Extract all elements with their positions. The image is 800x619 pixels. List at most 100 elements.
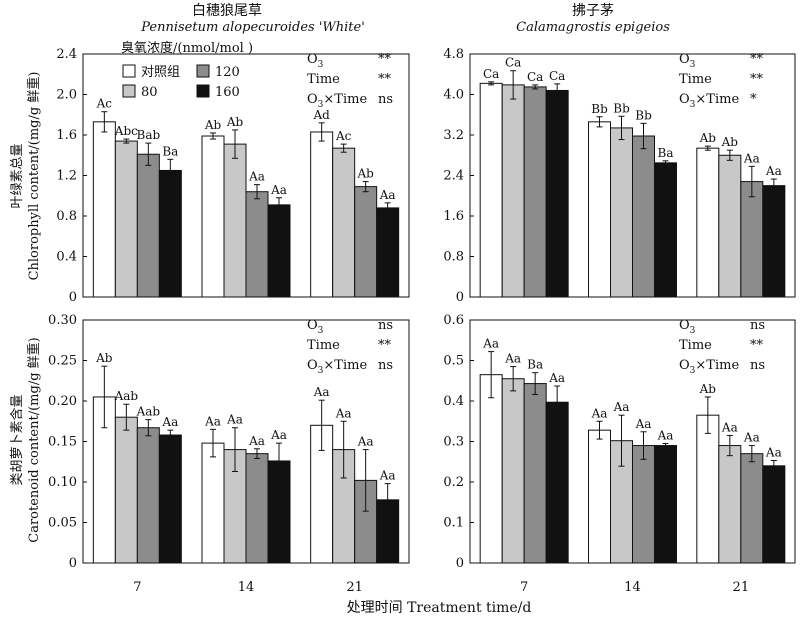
bar	[696, 147, 720, 298]
stat-term: Time	[679, 72, 712, 87]
significance-label: Aa	[379, 188, 396, 202]
significance-label: Ab	[204, 118, 222, 132]
bar	[245, 453, 269, 564]
bar	[114, 140, 138, 298]
significance-label: Aa	[721, 420, 738, 434]
significance-label: Aa	[548, 371, 565, 385]
y-tick-label: 0.4	[56, 250, 77, 265]
legend-label-80: 80	[141, 85, 158, 100]
y-tick-label: 0.5	[443, 354, 464, 369]
column-title-en-left: Pennisetum alopecuroides 'White'	[140, 20, 365, 35]
column-title-cn-left: 白穗狼尾草	[192, 3, 262, 19]
y-tick-label: 1.6	[443, 209, 464, 224]
significance-label: Bb	[613, 101, 630, 115]
y-tick-label: 2.4	[56, 47, 77, 62]
bar	[762, 465, 786, 564]
significance-label: Ac	[96, 97, 113, 111]
x-tick-label: 7	[520, 580, 528, 595]
x-axis-label: 处理时间 Treatment time/d	[347, 600, 532, 616]
x-tick-label: 14	[624, 580, 641, 595]
row-label-carotenoid-en: Carotenoid content/(mg/g 鲜重)	[26, 337, 42, 542]
significance-label: Aa	[765, 446, 782, 460]
significance-label: Aa	[482, 337, 499, 351]
significance-label: Ba	[162, 144, 178, 158]
y-tick-label: 4.0	[443, 88, 464, 103]
y-tick-label: 3.2	[443, 128, 464, 143]
bar	[310, 131, 334, 298]
significance-label: Bab	[137, 128, 161, 142]
row-label-chlorophyll-cn: 叶绿素总量	[10, 143, 25, 208]
stat-term: Time	[307, 338, 340, 353]
legend-label-control: 对照组	[141, 65, 180, 80]
significance-label: Ab	[721, 135, 739, 149]
bar	[201, 135, 225, 298]
stat-term: Time	[679, 338, 712, 353]
y-tick-label: 0.4	[443, 394, 464, 409]
stat-significance: ns	[378, 358, 393, 373]
significance-label: Ca	[505, 56, 521, 70]
row-label-chlorophyll: 叶绿素总量 Chlorophyll content/(mg/g 鲜重)	[10, 72, 42, 281]
significance-label: Ab	[699, 131, 717, 145]
legend-label-160: 160	[215, 85, 240, 100]
significance-label: Ab	[95, 351, 113, 365]
bar	[762, 185, 786, 298]
bar	[501, 378, 525, 564]
bar	[158, 434, 182, 564]
stat-term: O3	[307, 318, 324, 336]
y-tick-label: 0.1	[443, 516, 464, 531]
bar	[158, 169, 182, 298]
stat-term: O3	[679, 52, 696, 70]
stat-significance: ns	[750, 318, 765, 333]
bar	[354, 186, 378, 298]
stat-significance: *	[750, 92, 757, 107]
y-tick-label: 0.30	[48, 313, 77, 328]
y-tick-label: 0.6	[443, 313, 464, 328]
significance-label: Abc	[114, 124, 138, 138]
legend-swatch-control	[122, 64, 136, 78]
column-title-en-right: Calamagrostis epigeios	[516, 20, 670, 35]
y-tick-label: 0.8	[443, 250, 464, 265]
bar	[610, 127, 633, 298]
bar	[114, 416, 138, 564]
y-tick-label: 0	[456, 290, 464, 305]
legend-label-120: 120	[215, 65, 240, 80]
stat-significance: ns	[378, 318, 393, 333]
significance-label: Aa	[313, 385, 330, 399]
legend-swatch-160	[196, 84, 210, 98]
bar	[136, 427, 160, 564]
significance-label: Aa	[226, 413, 243, 427]
stat-significance: **	[378, 52, 392, 67]
bar	[523, 86, 547, 298]
y-tick-label: 0.8	[56, 209, 77, 224]
significance-label: Aa	[379, 469, 396, 483]
bar	[632, 445, 655, 564]
x-tick-label: 21	[346, 580, 363, 595]
significance-label: Aa	[657, 429, 674, 443]
significance-label: Bb	[635, 108, 652, 122]
significance-label: Ab	[356, 167, 374, 181]
bar	[740, 453, 764, 564]
bar	[376, 207, 400, 298]
y-tick-label: 0.2	[443, 475, 464, 490]
legend: 臭氧浓度/(nmol/mol ) 对照组 120 80 160	[121, 40, 253, 100]
stat-term: O3	[679, 318, 696, 336]
significance-label: Ab	[226, 115, 244, 129]
row-label-chlorophyll-en: Chlorophyll content/(mg/g 鲜重)	[26, 72, 42, 281]
bar	[332, 147, 356, 298]
bar	[740, 181, 764, 298]
stat-significance: **	[378, 338, 392, 353]
significance-label: Aa	[504, 352, 521, 366]
y-tick-label: 0.10	[48, 475, 77, 490]
significance-label: Aa	[591, 406, 608, 420]
significance-label: Aa	[270, 183, 287, 197]
legend-swatch-120	[196, 64, 210, 78]
bar	[588, 429, 611, 564]
stat-term: O3×Time	[679, 92, 739, 110]
significance-label: Aa	[743, 151, 760, 165]
significance-label: Aa	[743, 431, 760, 445]
stat-significance: **	[378, 72, 392, 87]
stat-term: O3	[307, 52, 324, 70]
stat-significance: ns	[378, 92, 393, 107]
bar	[718, 154, 742, 298]
